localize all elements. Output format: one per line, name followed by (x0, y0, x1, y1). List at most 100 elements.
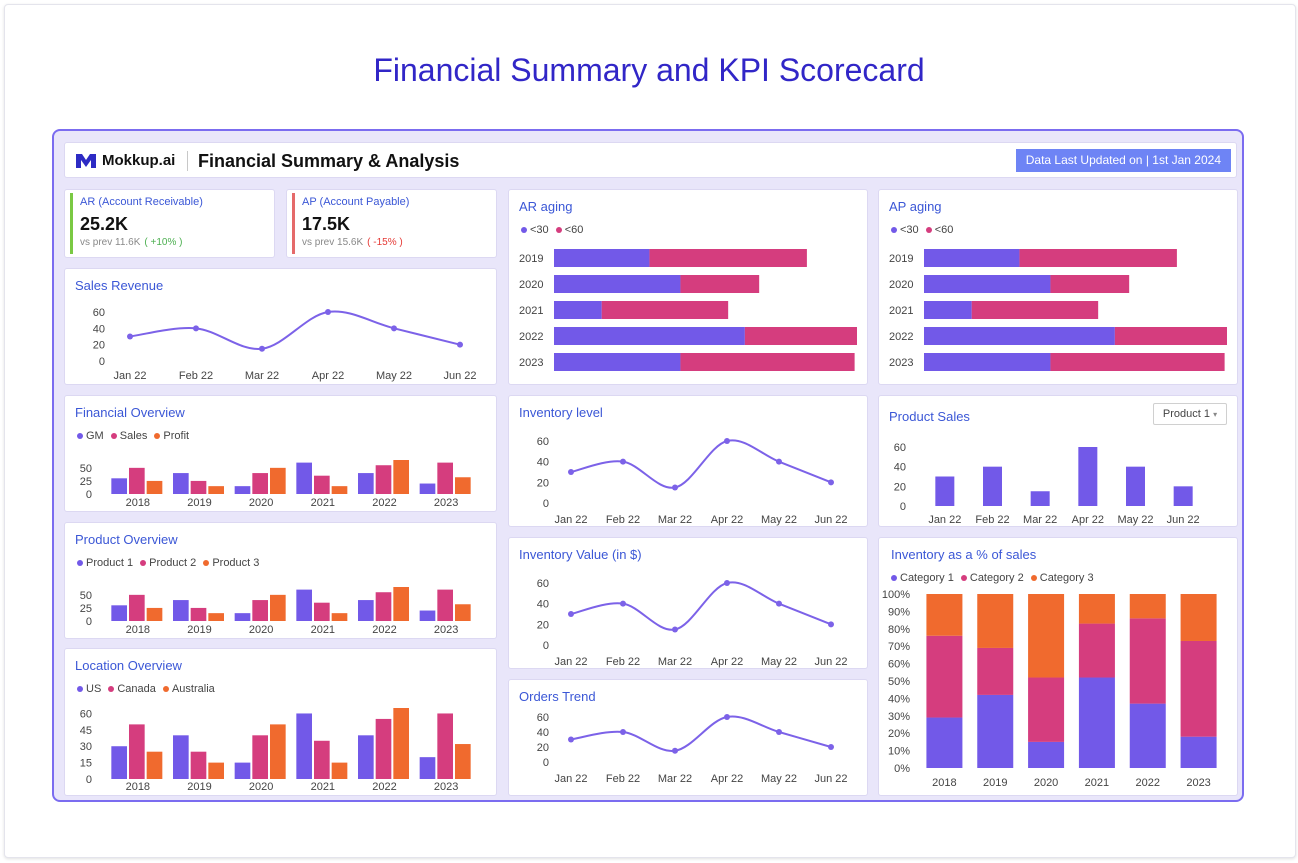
data-point (127, 333, 133, 340)
header-divider (187, 151, 188, 171)
x-tick-label: Apr 22 (711, 514, 743, 526)
x-tick-label: May 22 (761, 656, 797, 668)
brand-name: Mokkup.ai (102, 152, 176, 169)
bar-segment (1129, 703, 1166, 768)
data-point (672, 626, 678, 633)
x-tick-label: 2018 (126, 624, 150, 636)
product-select-dropdown[interactable]: Product 1 ▾ (1153, 403, 1227, 425)
panel-title: AP aging (889, 199, 942, 214)
sales-revenue-chart: 0 20 40 60 Jan 22 Feb 22 Mar 22 Apr 22 May 22 Jun… (93, 307, 477, 382)
y-tick-label: 40 (537, 599, 549, 611)
y-tick-label: 60 (537, 436, 549, 448)
x-tick-label: Jun 22 (814, 514, 847, 526)
legend-label: Product 3 (212, 557, 260, 569)
kpi-delta: ( -15% ) (367, 237, 403, 248)
panel-title: Sales Revenue (75, 278, 164, 293)
x-tick-label: Apr 22 (1072, 514, 1104, 526)
bar (314, 475, 330, 494)
x-tick-label: May 22 (1117, 514, 1153, 526)
bar (314, 740, 330, 779)
bar-segment (924, 301, 972, 319)
panel-title: Product Overview (75, 532, 178, 547)
kpi-comparison: vs prev 15.6K( -15% ) (302, 237, 403, 248)
bar (208, 762, 224, 779)
bar (129, 467, 145, 494)
x-tick-label: Jan 22 (928, 514, 961, 526)
bar (331, 613, 348, 621)
data-point (620, 600, 626, 607)
legend-label: Profit (163, 430, 190, 442)
kpi-comparison: vs prev 11.6K( +10% ) (80, 237, 182, 248)
bar-segment (1019, 249, 1177, 267)
panel-title: Inventory Value (in $) (519, 547, 642, 562)
data-point (828, 479, 834, 486)
bar (358, 735, 374, 779)
legend-label: Category 3 (1039, 572, 1094, 584)
legend-item: Category 2 (960, 572, 1024, 584)
y-tick-label: 20 (93, 340, 105, 352)
bar (270, 594, 286, 621)
orders-trend-chart: 0 20 40 60 Jan 22 Feb 22 Mar 22 Apr 22 May 22 Jun… (537, 712, 848, 785)
x-tick-label: Jan 22 (554, 773, 587, 785)
x-tick-label: May 22 (761, 773, 797, 785)
series-line (570, 581, 832, 631)
data-point (672, 484, 678, 491)
bar (111, 746, 127, 779)
kpi-card-ar[interactable]: AR (Account Receivable) 25.2K vs prev 11… (64, 189, 275, 258)
legend-item: <60 (555, 224, 584, 236)
y-tick-label: 10% (888, 746, 910, 758)
legend-label: <60 (564, 224, 584, 236)
x-tick-label: Jan 22 (554, 514, 587, 526)
y-tick-label: 20 (537, 742, 549, 754)
y-tick-label: 2021 (889, 305, 913, 317)
x-tick-label: 2023 (434, 497, 458, 509)
bar-segment (1050, 353, 1225, 371)
legend-label: Sales (119, 430, 148, 442)
kpi-accent-bar (292, 193, 295, 254)
legend-label: Product 2 (149, 557, 197, 569)
bar-segment (1078, 677, 1115, 768)
dashboard-title: Financial Summary & Analysis (198, 151, 460, 171)
legend-dot (1030, 574, 1037, 581)
legend-dot (521, 226, 527, 233)
x-tick-label: 2023 (434, 781, 458, 793)
bar-segment (926, 594, 963, 636)
y-tick-label: 0 (86, 616, 92, 628)
bar-segment (977, 647, 1014, 695)
bar (208, 613, 224, 621)
bar (111, 478, 127, 494)
bar (296, 589, 312, 621)
bar-segment (924, 249, 1020, 267)
x-tick-label: Jun 22 (443, 370, 476, 382)
legend-dot (891, 226, 897, 233)
bar-segment (926, 635, 963, 718)
legend-label: US (86, 683, 102, 695)
x-tick-label: 2022 (372, 624, 396, 636)
ar-aging-panel: AR aging <30 <60 2019 2020 2021 2022 2023 (508, 189, 868, 385)
x-tick-label: May 22 (376, 370, 412, 382)
y-tick-label: 40 (894, 462, 906, 474)
data-point (620, 729, 626, 735)
legend-item: Category 3 (1030, 572, 1094, 584)
data-point (620, 458, 626, 465)
legend-dot (110, 432, 117, 439)
bar (419, 610, 436, 621)
y-tick-label: 0 (900, 501, 906, 513)
ap-aging-panel: AP aging <30 <60 2019 2020 2021 2022 2023 (878, 189, 1238, 385)
legend-item: US (77, 683, 101, 695)
legend-label: Category 2 (969, 572, 1024, 584)
bar (173, 735, 189, 779)
data-point (828, 744, 834, 750)
x-tick-label: 2018 (126, 497, 150, 509)
brand-logo[interactable]: Mokkup.ai (76, 152, 175, 169)
x-tick-label: 2020 (249, 624, 273, 636)
y-tick-label: 100% (882, 589, 910, 601)
data-point (568, 611, 574, 617)
x-tick-label: 2019 (187, 624, 211, 636)
bar (190, 480, 207, 494)
dashboard-header: Mokkup.ai Financial Summary & Analysis D… (64, 142, 1237, 178)
bar (190, 751, 207, 779)
legend-item: <30 (891, 224, 919, 236)
kpi-card-ap[interactable]: AP (Account Payable) 17.5K vs prev 15.6K… (286, 189, 497, 258)
y-tick-label: 2019 (889, 253, 913, 265)
